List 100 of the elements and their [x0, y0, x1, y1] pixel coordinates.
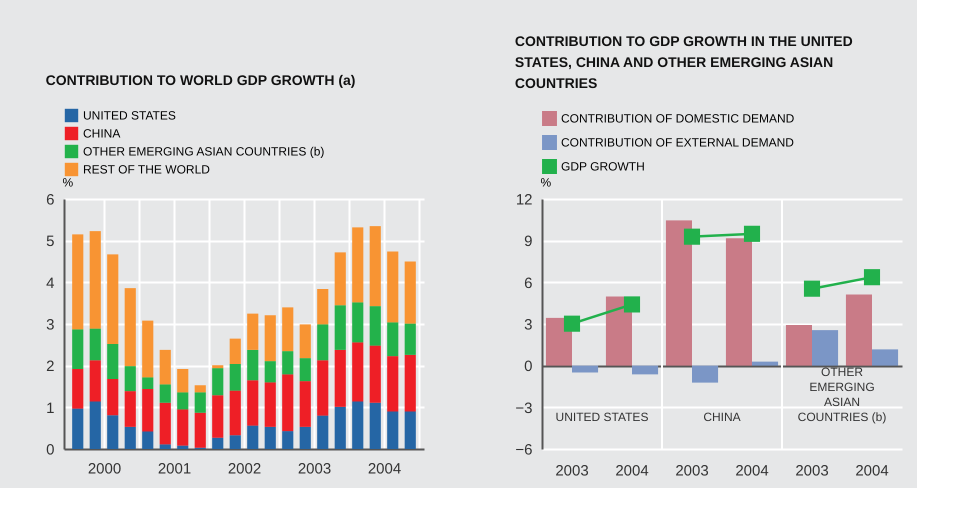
- bar: [107, 415, 118, 449]
- bar: [370, 306, 381, 346]
- bar: [142, 389, 154, 432]
- bar: [230, 364, 241, 391]
- bar: [72, 234, 84, 330]
- bar: [387, 356, 398, 412]
- bar: [72, 408, 84, 449]
- bar: [264, 361, 276, 382]
- annotation: CHINA: [703, 410, 741, 424]
- bar: [317, 289, 328, 324]
- bar: [247, 380, 258, 426]
- legend-label: OTHER EMERGING ASIAN COUNTRIES (b): [83, 144, 324, 158]
- bar: [90, 231, 101, 329]
- bar: [546, 318, 572, 366]
- bar: [230, 338, 241, 364]
- y-tick-label: 5: [46, 233, 54, 250]
- bar: [160, 350, 171, 384]
- bar: [317, 324, 328, 360]
- bar: [812, 330, 838, 366]
- x-tick-label: 2003: [298, 460, 332, 478]
- annotation: UNITED STATES: [556, 410, 648, 424]
- bar: [387, 412, 398, 449]
- y-tick-label: 2: [46, 358, 54, 376]
- bar: [72, 329, 84, 369]
- point: [684, 228, 700, 245]
- y-tick-label: 3: [46, 316, 54, 334]
- x-tick-label: 2004: [855, 462, 889, 480]
- bar: [107, 254, 118, 344]
- x-tick-label: 2004: [735, 462, 769, 480]
- y-tick-label: 12: [516, 192, 532, 208]
- bar: [404, 262, 416, 324]
- bar: [334, 406, 346, 449]
- bar: [107, 379, 118, 416]
- bar: [247, 426, 258, 449]
- bar: [692, 366, 718, 383]
- bar: [124, 426, 136, 449]
- y-tick-label: 3: [524, 316, 532, 334]
- bar: [300, 324, 311, 358]
- bar: [212, 438, 224, 449]
- bar: [247, 350, 258, 380]
- x-tick-label: 2003: [675, 462, 709, 480]
- x-tick-label: 2003: [555, 462, 589, 480]
- bar: [264, 426, 276, 449]
- y-tick-label: 6: [524, 274, 532, 292]
- bar: [177, 369, 188, 392]
- bar: [300, 358, 311, 382]
- x-tick-label: 2004: [368, 460, 402, 478]
- bar: [264, 382, 276, 427]
- bar: [352, 227, 364, 302]
- y-axis-title: %: [540, 176, 552, 190]
- bar: [370, 226, 381, 306]
- bar: [142, 432, 154, 449]
- bar: [230, 435, 241, 449]
- y-tick-label: 1: [46, 400, 54, 417]
- y-tick-label: −6: [515, 442, 532, 458]
- bar: [212, 368, 224, 396]
- bar: [282, 431, 294, 449]
- bar: [124, 366, 136, 392]
- y-tick-label: 0: [46, 442, 54, 458]
- bar: [872, 349, 898, 366]
- bar: [72, 369, 84, 409]
- bar: [300, 426, 311, 449]
- bar: [282, 351, 294, 374]
- legend-label: CONTRIBUTION OF DOMESTIC DEMAND: [561, 112, 795, 126]
- legend-label: UNITED STATES: [83, 108, 176, 122]
- chart-title: CONTRIBUTION TO WORLD GDP GROWTH (a): [46, 72, 356, 88]
- x-tick-label: 2002: [228, 460, 262, 478]
- bar: [177, 409, 188, 446]
- bar: [370, 402, 381, 449]
- bar: [352, 302, 364, 342]
- y-tick-label: 0: [524, 358, 532, 376]
- bar: [334, 350, 346, 407]
- bar: [194, 412, 206, 448]
- x-tick-label: 2003: [795, 462, 829, 480]
- bar: [726, 238, 752, 366]
- bar: [160, 384, 171, 403]
- bar: [352, 342, 364, 402]
- bar: [90, 328, 101, 360]
- bar: [264, 315, 276, 362]
- bar: [90, 402, 101, 449]
- bar: [572, 366, 598, 372]
- y-tick-label: 4: [46, 274, 54, 292]
- bar: [404, 354, 416, 412]
- bar: [282, 307, 294, 352]
- bar: [317, 360, 328, 416]
- bar: [107, 344, 118, 379]
- legend-label: CHINA: [83, 126, 120, 140]
- bar: [142, 377, 154, 389]
- bar: [370, 346, 381, 403]
- bar: [230, 390, 241, 436]
- legend-label: GDP GROWTH: [561, 160, 645, 174]
- bar: [752, 362, 778, 366]
- bar: [632, 366, 658, 374]
- y-axis-title: %: [62, 176, 74, 190]
- x-tick-label: 2001: [158, 460, 192, 478]
- point: [744, 226, 760, 242]
- x-tick-label: 2000: [88, 460, 122, 478]
- chart-title: CONTRIBUTION TO GDP GROWTH IN THE UNITED STATES, CHINA AND OTHER EMERGING ASIAN COUNTRIES: [514, 33, 853, 91]
- bar: [786, 324, 812, 366]
- bar: [160, 444, 171, 449]
